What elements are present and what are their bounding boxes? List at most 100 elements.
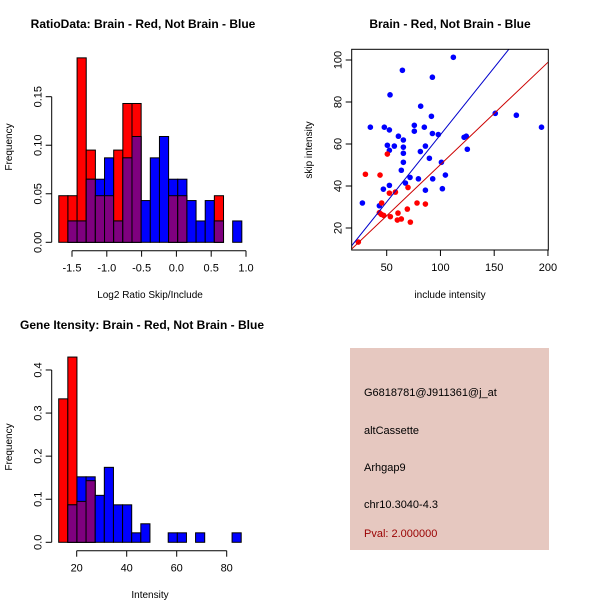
point-not-brain (538, 124, 545, 130)
bar-overlap (213, 220, 225, 243)
point-not-brain (438, 159, 445, 166)
intensity-histogram: Gene Itensity: Brain - Red, Not Brain - … (4, 318, 264, 600)
gene-name: Arhgap9 (364, 462, 406, 474)
y-tick-label: 0.4 (33, 362, 45, 377)
point-not-brain (367, 124, 374, 130)
point-not-brain (417, 148, 424, 155)
ratio-histogram-ylabel: Frequency (4, 123, 15, 170)
point-brain (386, 190, 393, 196)
point-not-brain (386, 127, 393, 133)
point-not-brain (463, 133, 470, 140)
x-tick-label: 80 (221, 563, 233, 575)
bar-overlap (67, 504, 78, 543)
point-not-brain (450, 54, 457, 61)
x-tick-label: 200 (539, 262, 557, 274)
point-not-brain (439, 185, 446, 192)
y-tick-label: 60 (333, 138, 345, 150)
plot-box (351, 48, 549, 251)
bar-not-brain (204, 200, 215, 243)
bar-brain (58, 398, 69, 543)
bar-brain (58, 195, 69, 243)
x-tick-label: 1.0 (238, 263, 253, 275)
y-tick-label: 0.3 (33, 405, 45, 420)
point-not-brain (381, 124, 388, 130)
x-tick-label: 20 (71, 563, 83, 575)
x-tick-label: 50 (381, 262, 393, 274)
point-brain (384, 151, 391, 157)
point-brain (387, 213, 394, 220)
bar-not-brain (176, 532, 187, 543)
bar-overlap (85, 480, 96, 543)
bar-overlap (177, 195, 188, 243)
bar-not-brain (103, 466, 114, 543)
point-not-brain (400, 159, 407, 166)
bar-overlap (122, 157, 133, 243)
bar-overlap (113, 220, 124, 243)
bar-brain (76, 57, 87, 243)
point-not-brain (402, 180, 409, 186)
bar-not-brain (158, 135, 170, 243)
point-not-brain (426, 155, 433, 162)
point-brain (362, 171, 369, 178)
intensity-scatter: Brain - Red, Not Brain - Blue include in… (304, 17, 557, 301)
y-tick-label: 40 (333, 180, 345, 192)
x-tick-label: 0.5 (204, 263, 219, 275)
fit-line (351, 49, 510, 247)
point-not-brain (428, 113, 435, 120)
bar-not-brain (131, 532, 142, 543)
bar-not-brain (195, 532, 206, 543)
pval: Pval: 2.000000 (364, 528, 437, 540)
bar-overlap (76, 220, 87, 243)
bar-overlap (94, 195, 106, 243)
bar-not-brain (122, 504, 133, 543)
scatter-title: Brain - Red, Not Brain - Blue (369, 17, 531, 31)
bar-not-brain (232, 220, 243, 243)
probe-id: G6818781@J911361@j_at (364, 387, 497, 399)
point-brain (405, 184, 411, 191)
info-panel: G6818781@J911361@j_at altCassette Arhgap… (350, 348, 549, 550)
point-not-brain (395, 133, 402, 140)
x-tick-label: 100 (431, 262, 449, 274)
ratio-histogram-title: RatioData: Brain - Red, Not Brain - Blue (31, 17, 256, 31)
intensity-histogram-ylabel: Frequency (4, 423, 15, 470)
intensity-histogram-title: Gene Itensity: Brain - Red, Not Brain - … (20, 318, 264, 332)
bar-not-brain (94, 494, 105, 543)
bar-overlap (85, 178, 96, 243)
scatter-ylabel: skip intensity (304, 121, 315, 178)
bar-not-brain (112, 504, 124, 543)
point-not-brain (399, 67, 406, 74)
info-panel-background (350, 348, 549, 550)
chromosome-location: chr10.3040-4.3 (364, 499, 438, 511)
y-tick-label: 0.2 (33, 448, 45, 463)
point-not-brain (421, 124, 428, 130)
point-not-brain (386, 182, 393, 189)
bar-not-brain (140, 200, 151, 243)
y-tick-label: 0.05 (33, 183, 45, 204)
y-tick-label: 100 (333, 51, 345, 69)
bar-not-brain (149, 157, 160, 243)
point-not-brain (442, 172, 449, 178)
bar-overlap (104, 195, 115, 243)
point-brain (395, 210, 401, 216)
point-not-brain (429, 130, 436, 137)
scatter-xlabel: include intensity (414, 290, 485, 301)
x-tick-label: -1.5 (63, 263, 82, 275)
x-tick-label: 150 (485, 262, 503, 274)
ratio-histogram-xlabel: Log2 Ratio Skip/Include (97, 290, 203, 301)
point-brain (404, 206, 411, 212)
point-not-brain (417, 103, 424, 109)
point-not-brain (422, 187, 429, 193)
point-not-brain (387, 92, 393, 98)
point-brain (398, 216, 405, 222)
y-tick-label: 20 (333, 222, 345, 234)
bar-overlap (168, 195, 179, 243)
point-not-brain (400, 137, 407, 143)
point-not-brain (391, 143, 398, 149)
bar-overlap (67, 220, 78, 243)
y-tick-label: 80 (333, 96, 345, 108)
point-brain (414, 200, 420, 206)
ratio-histogram: RatioData: Brain - Red, Not Brain - Blue… (4, 17, 256, 301)
x-tick-label: 0.0 (169, 263, 184, 275)
intensity-histogram-xlabel: Intensity (131, 590, 168, 600)
